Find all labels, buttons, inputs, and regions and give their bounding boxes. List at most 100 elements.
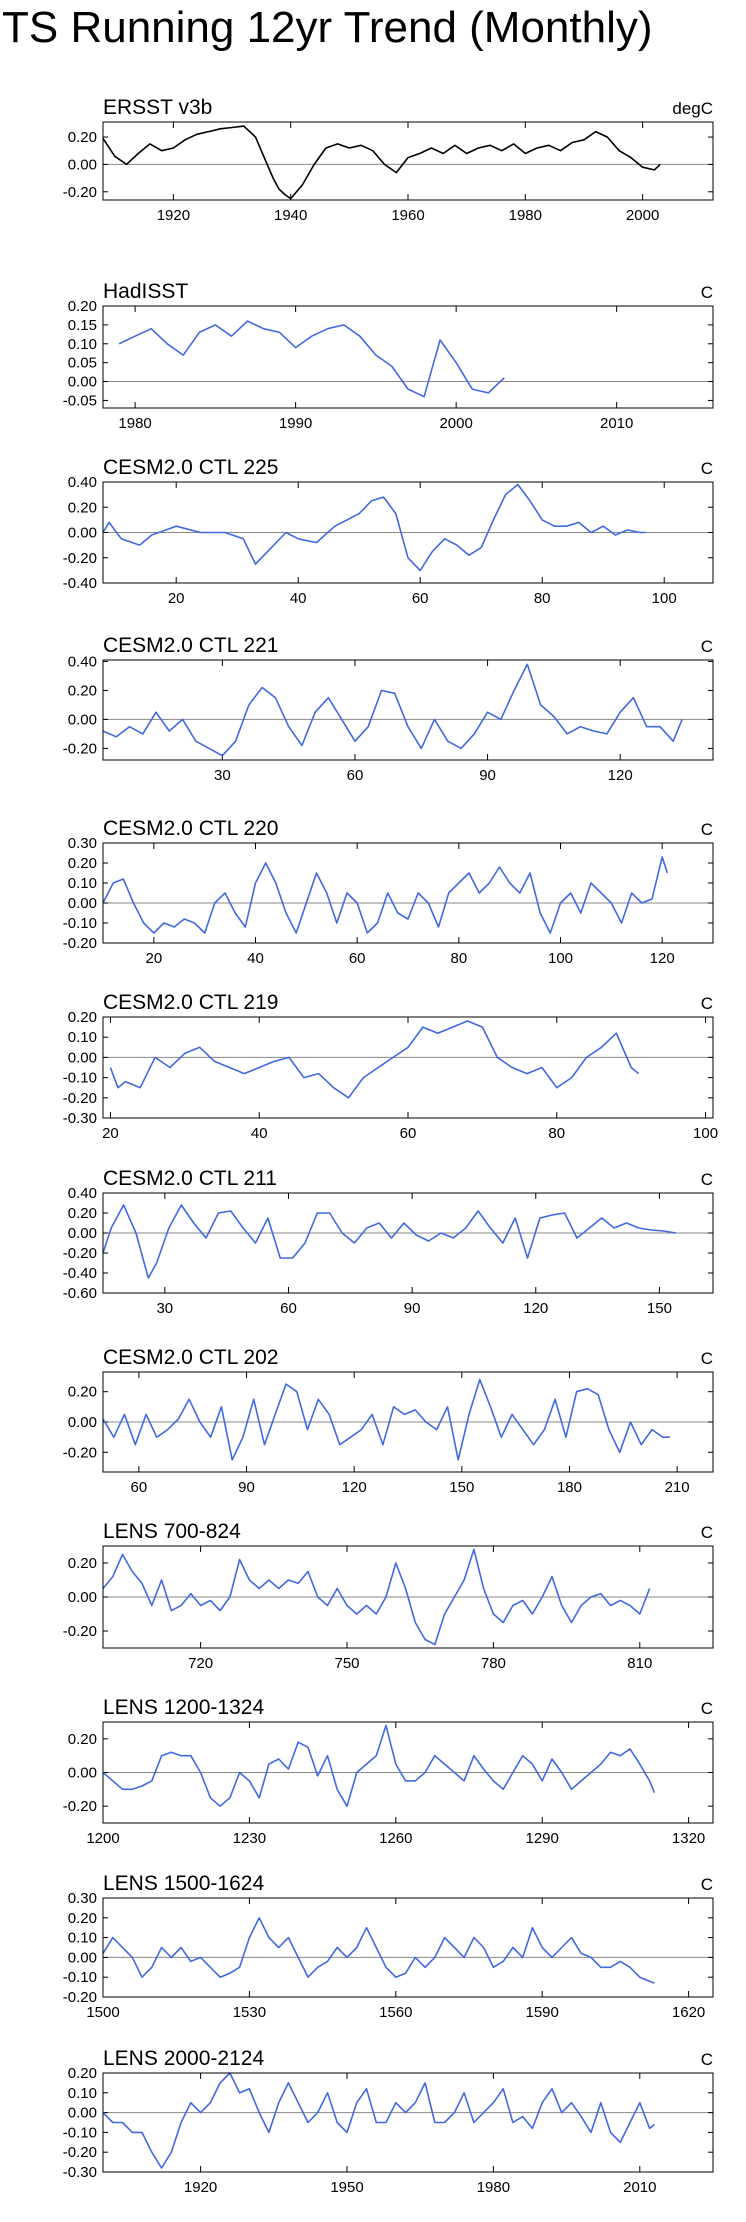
panel-unit: C: [701, 283, 713, 302]
y-tick-label: -0.20: [63, 1245, 97, 1262]
y-tick-label: -0.20: [63, 740, 97, 757]
plot-frame: [102, 842, 714, 944]
x-tick-label: 1960: [391, 207, 424, 224]
chart-panel: LENS 1500-1624 C -0.20 -0.10 0.00 0.10 0.20 0.3…: [63, 1872, 714, 2021]
chart-panel: CESM2.0 CTL 220 C -0.20 -0.10 0.00 0.10 0.20 0.…: [63, 817, 714, 967]
series-line: [118, 320, 505, 398]
panel-unit: C: [701, 1699, 713, 1718]
figure-title: TS Running 12yr Trend (Monthly): [2, 3, 653, 52]
y-tick-label: 0.10: [68, 875, 97, 892]
x-tick-label: 1530: [233, 2004, 266, 2021]
series-line: [102, 1724, 656, 1807]
x-tick-label: 120: [608, 767, 633, 784]
x-tick-label: 120: [342, 1479, 367, 1496]
y-tick-label: 0.00: [68, 1765, 97, 1782]
panel-title: LENS 2000-2124: [103, 2047, 264, 2070]
y-tick-label: 0.20: [68, 1910, 97, 1927]
x-tick-label: 20: [168, 590, 185, 607]
x-tick-label: 90: [479, 767, 496, 784]
y-tick-label: 0.20: [68, 2065, 97, 2082]
x-tick-label: 20: [102, 1125, 119, 1142]
y-tick-label: 0.30: [68, 1890, 97, 1907]
panel-unit: C: [701, 1875, 713, 1894]
plot-frame: [102, 1371, 714, 1473]
x-tick-label: 1940: [274, 207, 307, 224]
x-tick-label: 780: [481, 1655, 506, 1672]
panel-title: LENS 1200-1324: [103, 1696, 264, 1719]
chart-panels: ERSST v3b degC -0.20 0.00 0.20 1920 1940 1960 19…: [63, 96, 718, 2196]
panel-unit: C: [701, 1170, 713, 1189]
panel-title: ERSST v3b: [103, 96, 212, 119]
x-tick-label: 180: [557, 1479, 582, 1496]
y-tick-label: 0.20: [68, 682, 97, 699]
y-tick-label: 0.15: [68, 317, 97, 334]
y-tick-label: -0.20: [63, 550, 97, 567]
x-tick-label: 1590: [526, 2004, 559, 2021]
y-tick-label: 0.00: [68, 895, 97, 912]
y-tick-label: -0.20: [63, 935, 97, 952]
y-tick-label: 0.20: [68, 1555, 97, 1572]
chart-panel: HadISST C -0.050.00 0.05 0.10 0.15 0.20 1980 199…: [63, 280, 714, 432]
panel-unit: C: [701, 2050, 713, 2069]
panel-unit: C: [701, 994, 713, 1013]
y-tick-label: 0.20: [68, 298, 97, 315]
x-tick-label: 750: [334, 1655, 359, 1672]
y-tick-label: 0.20: [68, 855, 97, 872]
plot-frame: [102, 1016, 714, 1119]
plot-frame: [102, 1897, 714, 1998]
y-tick-label: 0.00: [68, 374, 97, 391]
x-tick-label: 1920: [184, 2179, 217, 2196]
panel-unit: degC: [672, 99, 713, 118]
y-tick-label: 0.20: [68, 499, 97, 516]
x-tick-label: 1980: [509, 207, 542, 224]
x-tick-label: 30: [214, 767, 231, 784]
panel-title: CESM2.0 CTL 225: [103, 456, 278, 479]
x-tick-label: 1920: [157, 207, 190, 224]
panel-unit: C: [701, 820, 713, 839]
x-tick-label: 40: [251, 1125, 268, 1142]
y-tick-label: -0.05: [63, 392, 97, 409]
x-tick-label: 60: [347, 767, 364, 784]
y-tick-label: 0.20: [68, 129, 97, 146]
x-tick-label: 80: [534, 590, 551, 607]
panel-title: CESM2.0 CTL 220: [103, 817, 278, 840]
y-tick-label: 0.00: [68, 525, 97, 542]
y-tick-label: 0.40: [68, 1185, 97, 1202]
plot-frame: [102, 121, 714, 201]
x-tick-label: 100: [548, 950, 573, 967]
x-tick-label: 80: [450, 950, 467, 967]
series-line: [102, 125, 661, 200]
y-tick-label: 0.20: [68, 1731, 97, 1748]
y-tick-label: 0.40: [68, 653, 97, 670]
y-tick-label: 0.00: [68, 1589, 97, 1606]
x-tick-label: 1980: [477, 2179, 510, 2196]
y-tick-label: -0.60: [63, 1285, 97, 1302]
x-tick-label: 810: [627, 1655, 652, 1672]
series-line: [102, 1548, 651, 1646]
x-tick-label: 60: [412, 590, 429, 607]
x-tick-label: 1320: [672, 1830, 705, 1847]
panel-title: LENS 1500-1624: [103, 1872, 264, 1895]
chart-panel: ERSST v3b degC -0.20 0.00 0.20 1920 1940 1960 19…: [63, 96, 714, 224]
y-tick-label: 0.00: [68, 1049, 97, 1066]
x-tick-label: 80: [548, 1125, 565, 1142]
chart-panel: LENS 2000-2124 C -0.30 -0.20 -0.10 0.00 0.10 0.…: [63, 2047, 714, 2196]
x-tick-label: 1950: [330, 2179, 363, 2196]
y-tick-label: 0.00: [68, 2105, 97, 2122]
y-tick-label: -0.20: [63, 2144, 97, 2161]
panel-unit: C: [701, 1523, 713, 1542]
x-tick-label: 150: [449, 1479, 474, 1496]
y-tick-label: 0.10: [68, 336, 97, 353]
panel-unit: C: [701, 459, 713, 478]
y-tick-label: -0.30: [63, 1110, 97, 1127]
plot-frame: [102, 659, 714, 761]
x-tick-label: 1990: [279, 415, 312, 432]
x-tick-label: 1560: [379, 2004, 412, 2021]
y-tick-label: -0.30: [63, 2164, 97, 2181]
y-tick-label: 0.20: [68, 1009, 97, 1026]
y-tick-label: 0.05: [68, 355, 97, 372]
x-tick-label: 30: [156, 1300, 173, 1317]
panel-unit: C: [701, 1349, 713, 1368]
y-tick-label: -0.20: [63, 1090, 97, 1107]
